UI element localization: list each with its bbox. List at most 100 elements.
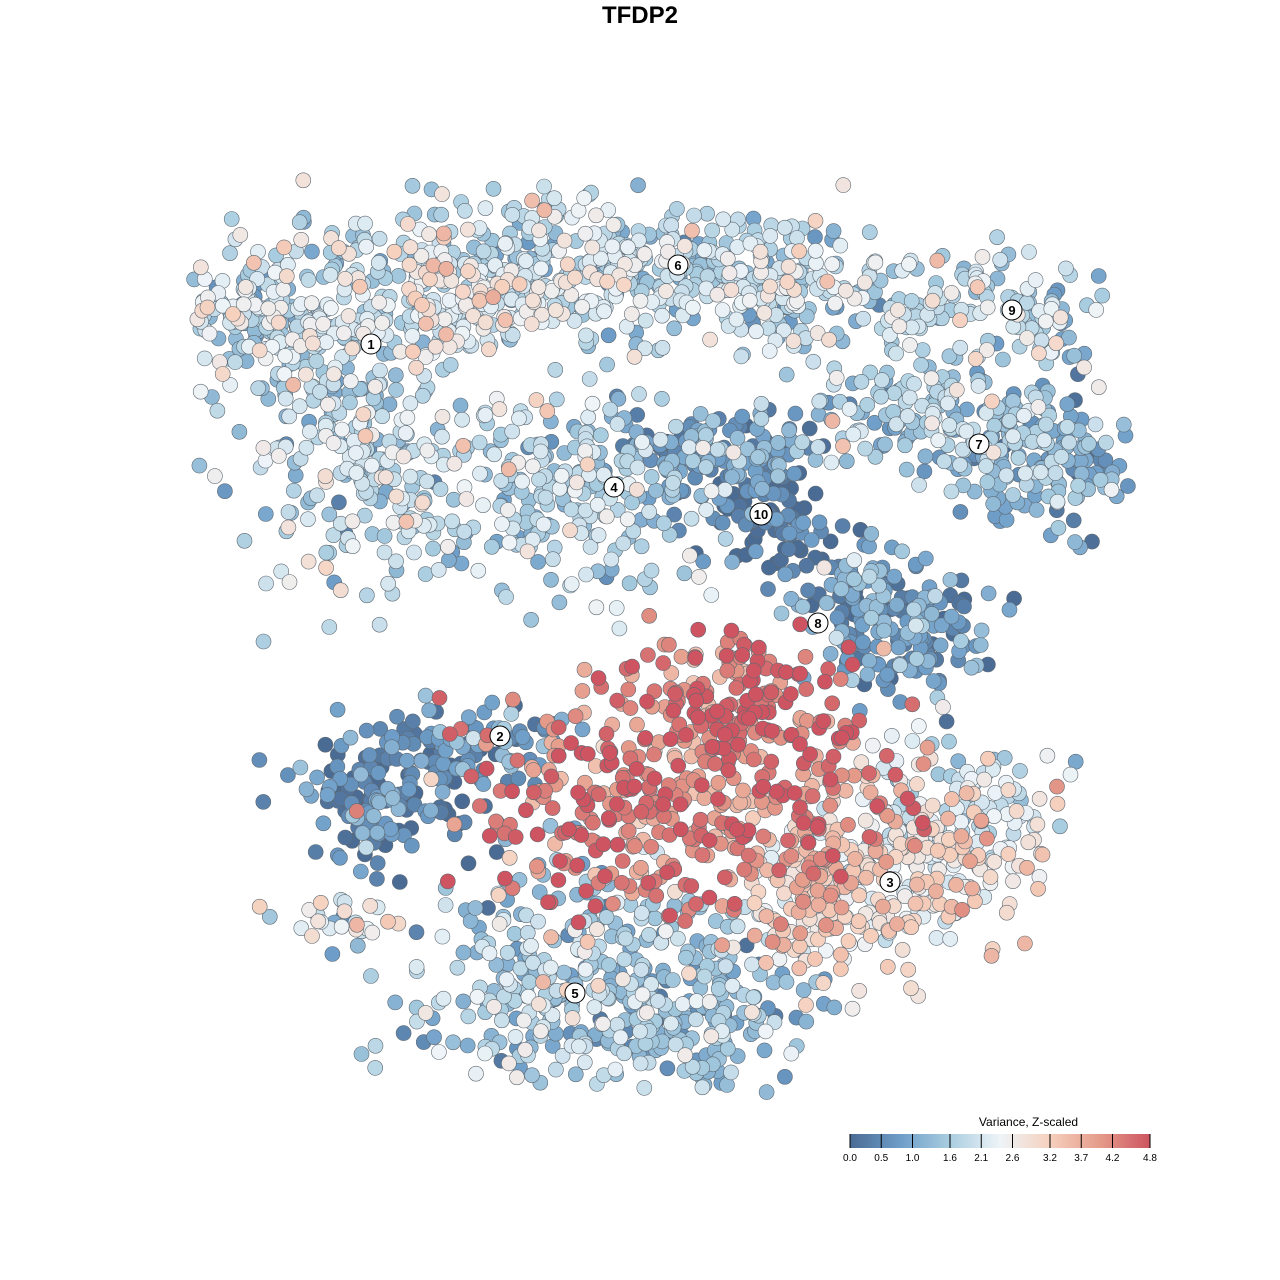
cell-point [1076,359,1092,376]
chart-title: TFDP2 [601,2,678,29]
cell-point [598,508,615,525]
cell-point [764,934,781,950]
cell-point [698,502,715,518]
cell-point [686,207,702,224]
cell-point [304,928,320,944]
cell-point [815,713,832,729]
cell-point [586,999,603,1016]
cell-point [690,621,707,638]
cell-point [1005,873,1021,890]
cell-point [300,553,317,570]
cell-point [382,821,399,837]
cell-point [952,312,968,329]
cell-point [367,378,384,395]
cell-point [886,568,903,585]
cell-point [486,446,503,463]
cell-point [324,946,341,962]
cell-point [1098,434,1114,451]
cell-point [590,527,607,543]
cell-point [333,918,350,935]
cell-point [857,440,874,457]
cell-point [805,353,822,370]
cell-point [832,237,849,254]
cell-point [438,326,454,343]
cell-point [1019,330,1035,346]
cell-point [542,959,559,976]
cell-point [510,770,527,787]
cell-point [998,467,1015,484]
cell-point [1031,790,1048,807]
cell-point [855,634,871,651]
cell-point [894,543,910,560]
cell-point [939,395,956,412]
cell-point [1038,313,1054,330]
cell-point [342,373,359,390]
cell-point [434,186,450,202]
cell-point [755,778,772,795]
cell-point [388,488,405,505]
cell-point [331,494,347,511]
cell-point [472,465,488,482]
cell-point [715,211,732,228]
cell-point [317,468,334,485]
cell-point [699,205,715,222]
cell-point [725,444,742,461]
cell-point [724,469,740,485]
cell-point [943,608,960,625]
cell-point [193,259,209,276]
cell-point [1067,534,1083,550]
cell-point [589,921,605,938]
cell-point [941,348,958,365]
cell-point [529,826,546,843]
cluster-label-3: 3 [879,871,901,893]
cell-point [452,397,469,414]
cell-point [402,239,419,255]
cell-point [371,294,387,311]
cell-point [832,671,849,687]
cell-point [601,745,618,761]
cell-point [357,215,373,232]
cell-point [754,480,770,497]
legend-tick-label: 4.2 [1106,1153,1120,1164]
cell-point [935,699,951,715]
cell-point [672,796,689,813]
cell-point [463,768,480,785]
cell-point [1091,379,1107,396]
cell-point [1088,302,1104,318]
cell-point [608,600,625,616]
cell-point [1049,778,1065,795]
cluster-number: 4 [610,480,618,495]
cell-point [563,501,580,518]
cell-point [348,465,365,481]
cell-point [441,292,458,309]
cell-point [907,837,923,854]
cell-point [291,398,308,415]
cell-point [570,784,586,801]
cell-point [978,458,994,474]
cluster-number: 6 [674,258,681,273]
cell-point [408,359,425,376]
cell-point [859,666,876,683]
cell-point [571,1038,587,1055]
cell-point [440,538,456,555]
cell-point [719,1040,736,1057]
cell-point [780,258,797,275]
cell-point [376,544,393,561]
cell-point [770,434,787,451]
cell-point [1000,846,1017,862]
cell-point [662,907,678,924]
cell-point [467,900,484,916]
cell-point [354,825,371,841]
cell-point [810,439,827,455]
cell-point [925,673,942,689]
cell-point [878,854,895,870]
cell-point [280,767,296,783]
cell-point [807,452,824,468]
cell-point [907,895,924,912]
cell-point [863,525,880,542]
cell-point [655,655,672,671]
cell-point [1103,481,1120,498]
cell-point [567,1066,584,1083]
cell-point [798,681,815,697]
cell-point [956,598,972,615]
